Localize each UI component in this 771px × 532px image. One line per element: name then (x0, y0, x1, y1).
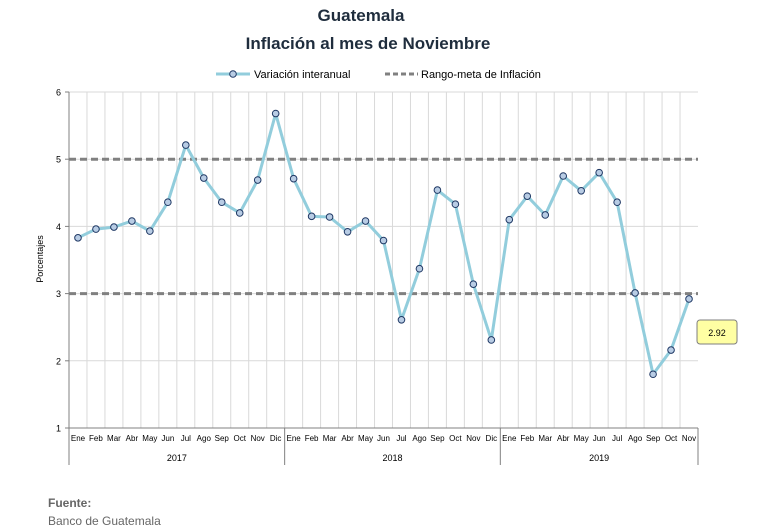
data-point (307, 212, 316, 221)
x-tick-label: Nov (466, 434, 480, 443)
year-label: 2018 (382, 453, 402, 463)
x-tick-label: Feb (305, 434, 319, 443)
source-label: Fuente: (48, 496, 92, 510)
axes (65, 91, 699, 465)
y-tick-label: 2 (56, 356, 61, 366)
target-range-lines (69, 157, 698, 296)
data-point (343, 227, 352, 236)
data-point (667, 346, 675, 354)
data-point (110, 223, 118, 231)
data-point (361, 217, 370, 225)
x-tick-label: Mar (323, 434, 337, 443)
year-label: 2019 (589, 453, 609, 463)
y-tick-label: 1 (56, 424, 61, 434)
data-point (613, 198, 621, 207)
x-tick-label: Abr (341, 434, 354, 443)
x-tick-label: Ene (287, 434, 302, 443)
data-point (128, 217, 136, 225)
legend: Variación interanual Rango-meta de Infla… (216, 69, 541, 81)
data-point (379, 236, 388, 245)
series-variacion (74, 109, 693, 379)
data-point (649, 370, 657, 379)
data-point (487, 336, 496, 344)
x-tick-label: Mar (538, 434, 552, 443)
data-point (289, 174, 298, 183)
callout-box (696, 319, 738, 345)
x-tick-label: Nov (251, 434, 265, 443)
data-point (505, 215, 514, 224)
x-tick-label: Ago (628, 434, 643, 443)
grid (69, 91, 698, 428)
x-tick-label: Jun (161, 434, 174, 443)
x-tick-label: Jun (593, 434, 606, 443)
data-point (577, 186, 585, 195)
x-tick-label: Abr (126, 434, 139, 443)
y-tick-label: 3 (56, 289, 61, 299)
x-tick-label: Jul (181, 434, 191, 443)
data-point (271, 109, 280, 118)
legend-label-rango: Rango-meta de Inflación (421, 69, 541, 81)
data-point (397, 316, 406, 324)
data-point (559, 172, 568, 180)
source-note: Fuente: Banco de Guatemala (48, 494, 161, 530)
source-value: Banco de Guatemala (48, 514, 161, 528)
data-point (595, 168, 603, 177)
x-tick-label: Dic (486, 434, 498, 443)
x-tick-label: Oct (234, 434, 247, 443)
x-tick-label: Jun (377, 434, 390, 443)
x-tick-label: Ago (197, 434, 212, 443)
x-tick-label: Jul (396, 434, 406, 443)
data-point (415, 264, 424, 273)
y-axis-label: Porcentajes (35, 235, 45, 283)
x-tick-label: Feb (520, 434, 534, 443)
x-tick-label: May (574, 434, 589, 443)
x-tick-label: Sep (646, 434, 661, 443)
data-point (146, 227, 154, 235)
x-tick-label: Sep (215, 434, 230, 443)
data-point (253, 176, 262, 184)
x-tick-label: May (358, 434, 373, 443)
data-point (433, 186, 442, 194)
data-point (325, 213, 334, 221)
x-tick-label: Ago (412, 434, 427, 443)
x-tick-label: Oct (665, 434, 678, 443)
data-point (217, 198, 226, 207)
data-point (541, 211, 550, 219)
x-tick-label: Jul (612, 434, 622, 443)
data-point (199, 174, 208, 182)
x-tick-label: Oct (449, 434, 462, 443)
callout-value: 2.92 (708, 328, 726, 338)
x-tick-label: Ene (502, 434, 517, 443)
data-point (235, 209, 244, 217)
inflation-chart: Guatemala Inflación al mes de Noviembre … (35, 6, 738, 465)
data-point (685, 295, 693, 303)
data-point (631, 289, 639, 297)
data-point (182, 141, 190, 149)
data-point (92, 225, 100, 233)
y-tick-label: 4 (56, 222, 61, 232)
last-value-callout: 2.92 (696, 319, 738, 345)
x-tick-label: Feb (89, 434, 103, 443)
x-tick-label: Mar (107, 434, 121, 443)
chart-title: Guatemala (318, 6, 405, 25)
data-point (74, 234, 82, 242)
data-point (164, 198, 172, 207)
x-tick-label: Nov (682, 434, 696, 443)
x-tick-label: Abr (557, 434, 570, 443)
data-point (451, 200, 460, 209)
x-tick-label: Sep (430, 434, 445, 443)
legend-label-variacion: Variación interanual (254, 69, 350, 81)
x-tick-label: May (142, 434, 157, 443)
x-tick-label: Ene (71, 434, 86, 443)
year-label: 2017 (167, 453, 187, 463)
y-tick-label: 6 (56, 88, 61, 98)
data-point (469, 280, 478, 288)
y-tick-label: 5 (56, 155, 61, 165)
legend-point-marker (229, 70, 237, 78)
data-point (523, 192, 532, 200)
chart-subtitle: Inflación al mes de Noviembre (246, 34, 491, 53)
x-tick-label: Dic (270, 434, 282, 443)
